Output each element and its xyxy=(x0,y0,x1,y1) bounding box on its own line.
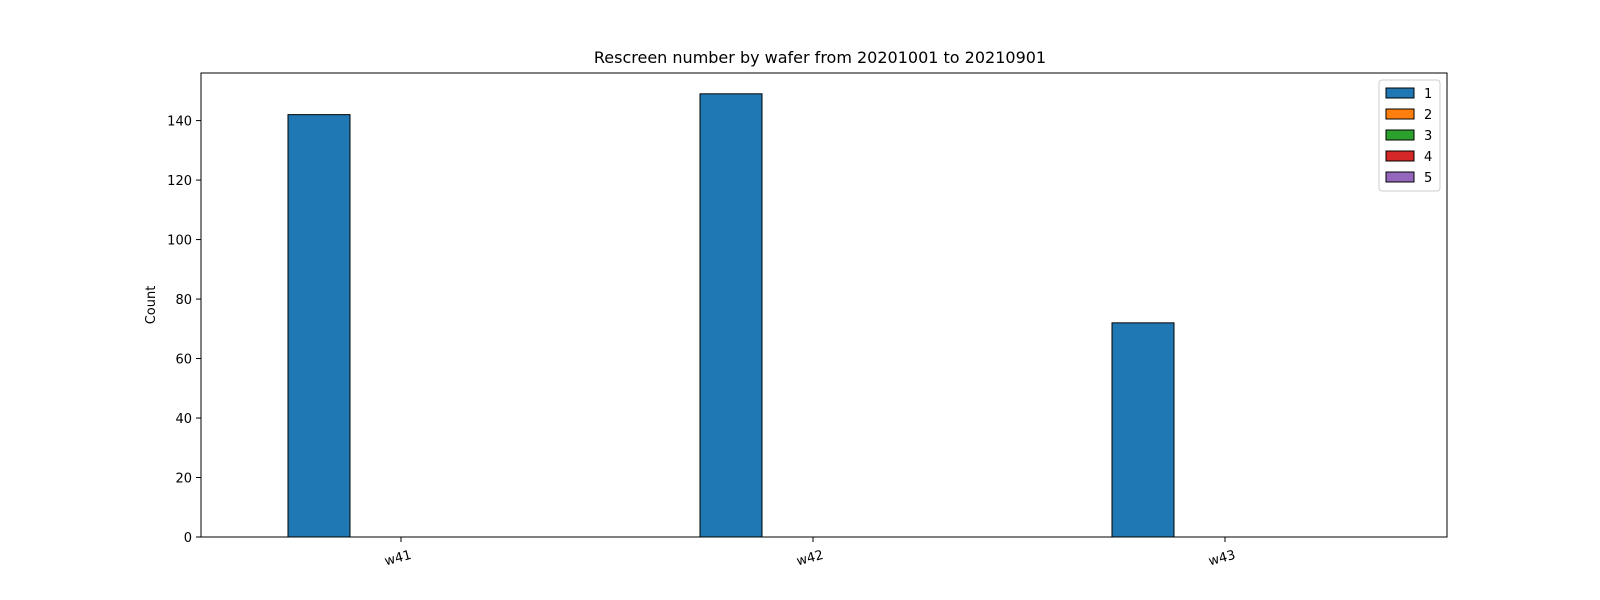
legend-swatch-5 xyxy=(1385,171,1415,183)
plot-frame xyxy=(200,72,1448,538)
x-tick-label-w43: w43 xyxy=(1207,548,1237,570)
axes-layer: 0 20 40 60 80 100 120 140 w41 w42 w43 xyxy=(167,72,1448,570)
bars-layer xyxy=(287,93,1175,538)
legend: 1 2 3 4 5 xyxy=(1378,79,1441,192)
legend-swatch-2 xyxy=(1385,108,1415,120)
bar-w42-series-1 xyxy=(699,93,763,538)
y-tick-label: 0 xyxy=(184,531,192,546)
bar-w43-series-1 xyxy=(1111,322,1175,538)
bar-w41-series-1 xyxy=(287,114,351,538)
y-tick-label: 100 xyxy=(167,234,192,249)
y-tick-label: 80 xyxy=(175,293,192,308)
legend-label-3: 3 xyxy=(1424,129,1432,144)
legend-label-4: 4 xyxy=(1424,150,1432,165)
chart-title: Rescreen number by wafer from 20201001 t… xyxy=(594,48,1046,67)
legend-label-2: 2 xyxy=(1424,108,1432,123)
legend-label-5: 5 xyxy=(1424,171,1432,186)
legend-swatch-4 xyxy=(1385,150,1415,162)
x-tick-label-w41: w41 xyxy=(383,548,413,570)
x-tick-label-w42: w42 xyxy=(795,548,825,570)
legend-label-1: 1 xyxy=(1424,87,1432,102)
legend-swatch-3 xyxy=(1385,129,1415,141)
y-tick-label: 20 xyxy=(175,472,192,487)
y-tick-label: 140 xyxy=(167,115,192,130)
y-tick-label: 60 xyxy=(175,353,192,368)
y-axis-label: Count xyxy=(144,286,159,325)
y-tick-label: 40 xyxy=(175,412,192,427)
y-tick-label: 120 xyxy=(167,174,192,189)
legend-swatch-1 xyxy=(1385,87,1415,99)
